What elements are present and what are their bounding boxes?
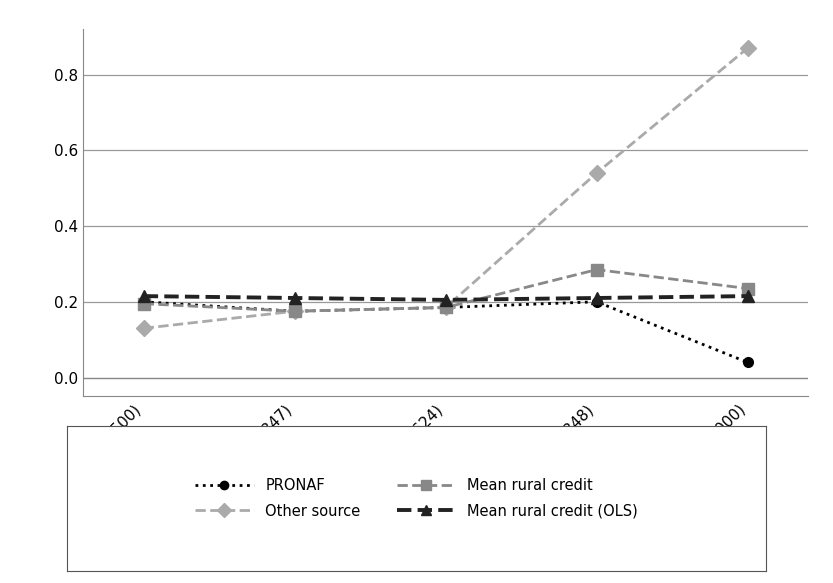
X-axis label: Quantile (average monthly income): Quantile (average monthly income) (280, 490, 611, 507)
Legend: PRONAF, Other source, Mean rural credit, Mean rural credit (OLS): PRONAF, Other source, Mean rural credit,… (188, 471, 645, 526)
